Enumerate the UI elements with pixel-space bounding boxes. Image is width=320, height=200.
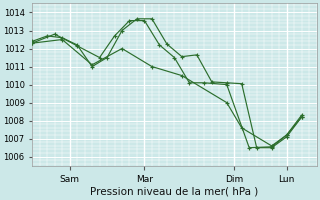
X-axis label: Pression niveau de la mer( hPa ): Pression niveau de la mer( hPa ) xyxy=(90,187,259,197)
